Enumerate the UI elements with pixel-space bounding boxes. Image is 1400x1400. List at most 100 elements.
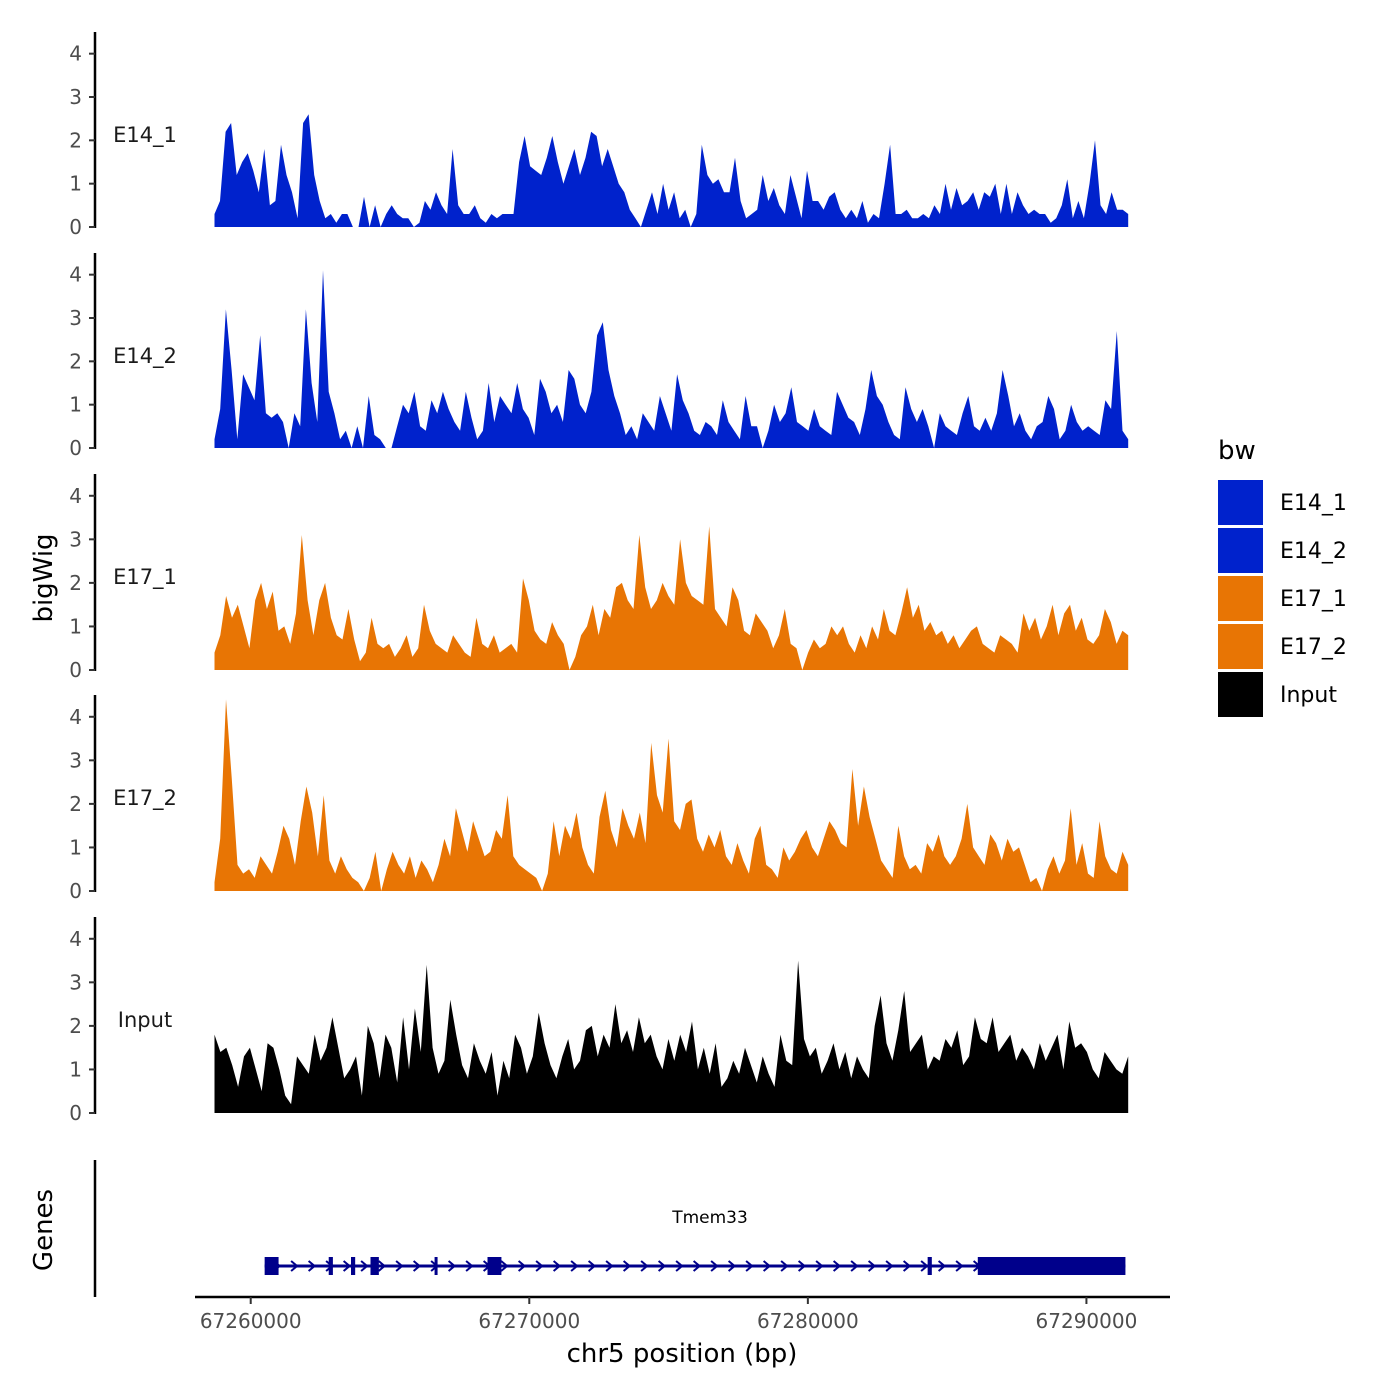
y-tick-label: 0	[69, 215, 82, 239]
gene-exon	[370, 1257, 379, 1275]
y-tick-label: 0	[69, 436, 82, 460]
strand-arrow	[902, 1260, 912, 1272]
strand-arrow	[762, 1260, 772, 1272]
x-tick-label: 67260000	[200, 1309, 302, 1333]
y-tick-label: 2	[69, 128, 82, 152]
y-tick-label: 2	[69, 1014, 82, 1038]
strand-arrow	[447, 1260, 457, 1272]
legend-swatch-E17_2	[1218, 624, 1263, 669]
gene-exon	[351, 1257, 356, 1275]
y-tick-label: 3	[69, 527, 82, 551]
strand-arrow	[675, 1260, 684, 1272]
legend: bw E14_1 E14_2 E17_1 E17_2 Input	[1218, 436, 1347, 717]
signal-area-Input	[214, 960, 1129, 1113]
legend-label-E17_1: E17_1	[1280, 587, 1347, 612]
strand-arrow	[727, 1260, 737, 1272]
track-label: Input	[118, 1008, 172, 1032]
strand-arrow	[535, 1260, 544, 1272]
track-label: E17_1	[113, 565, 177, 590]
track-E14_2: 0 1 2 3 4 E14_2	[69, 253, 1129, 460]
gene-exon	[328, 1257, 333, 1275]
strand-arrow	[517, 1260, 527, 1272]
strand-arrow	[500, 1260, 509, 1272]
y-tick-label: 0	[69, 879, 82, 903]
signal-area-E14_2	[214, 270, 1129, 448]
y-tick-label: 1	[69, 835, 82, 859]
track-E14_1: 0 1 2 3 4 E14_1	[69, 32, 1129, 239]
signal-area-E17_1	[214, 526, 1129, 670]
track-Input: 0 1 2 3 4 Input	[69, 917, 1129, 1125]
strand-arrow	[395, 1260, 404, 1272]
y-tick-label: 2	[69, 349, 82, 373]
y-axis-title: bigWig	[29, 533, 59, 622]
y-tick-label: 1	[69, 1057, 82, 1081]
strand-arrow	[605, 1260, 614, 1272]
gene-name-label: Tmem33	[671, 1208, 748, 1228]
gene-panel: Tmem33	[93, 1160, 1126, 1297]
x-tick-label: 67280000	[757, 1309, 859, 1333]
y-tick-label: 4	[69, 263, 82, 287]
strand-arrow	[745, 1260, 754, 1272]
x-tick-label: 67270000	[478, 1309, 580, 1333]
signal-area-E14_1	[214, 114, 1129, 227]
y-tick-label: 0	[69, 658, 82, 682]
strand-arrow	[342, 1260, 352, 1272]
strand-arrow	[465, 1260, 474, 1272]
strand-arrow	[587, 1260, 597, 1272]
x-axis-title: chr5 position (bp)	[567, 1339, 798, 1369]
bigwig-tracks: 0 1 2 3 4 E14_1 0 1 2 3 4 E14_2 0 1 2 3 4 E17_1 0 1 2 3 4 E17_2…	[69, 32, 1129, 1125]
strand-arrow	[640, 1260, 649, 1272]
y-tick-label: 0	[69, 1101, 82, 1125]
y-tick-label: 4	[69, 484, 82, 508]
x-axis: 67260000 67270000 67280000 67290000	[195, 1295, 1170, 1333]
y-tick-label: 4	[69, 705, 82, 729]
strand-arrow	[780, 1260, 789, 1272]
strand-arrow	[360, 1260, 369, 1272]
y-tick-label: 1	[69, 393, 82, 417]
legend-swatch-E17_1	[1218, 576, 1263, 621]
legend-label-E14_2: E14_2	[1280, 539, 1347, 564]
strand-arrow	[815, 1260, 824, 1272]
gene-exon	[487, 1257, 502, 1275]
track-label: E14_1	[113, 123, 177, 148]
legend-swatch-Input	[1218, 672, 1263, 717]
y-tick-label: 1	[69, 614, 82, 638]
legend-label-E14_1: E14_1	[1280, 491, 1347, 516]
strand-arrow	[850, 1260, 859, 1272]
y-tick-label: 4	[69, 42, 82, 66]
y-tick-label: 3	[69, 306, 82, 330]
strand-arrow	[710, 1260, 719, 1272]
y-tick-label: 1	[69, 172, 82, 196]
strand-arrow	[307, 1260, 317, 1272]
strand-arrow	[797, 1260, 807, 1272]
strand-arrow	[412, 1260, 422, 1272]
strand-arrow	[920, 1260, 929, 1272]
strand-arrow	[377, 1260, 387, 1272]
legend-swatch-E14_1	[1218, 480, 1263, 525]
y-tick-label: 3	[69, 970, 82, 994]
gene-exon	[264, 1257, 279, 1275]
legend-swatch-E14_2	[1218, 528, 1263, 573]
gene-exon	[434, 1257, 438, 1275]
legend-label-E17_2: E17_2	[1280, 635, 1347, 660]
strand-arrow	[290, 1260, 299, 1272]
track-label: E17_2	[113, 786, 177, 811]
strand-arrow	[622, 1260, 632, 1272]
legend-title: bw	[1218, 436, 1256, 466]
y-tick-label: 4	[69, 927, 82, 951]
legend-label-Input: Input	[1280, 683, 1337, 708]
track-E17_2: 0 1 2 3 4 E17_2	[69, 695, 1129, 903]
strand-arrow	[832, 1260, 842, 1272]
gene-exon	[927, 1257, 932, 1275]
y-tick-label: 3	[69, 85, 82, 109]
gene-exon	[977, 1257, 1126, 1275]
x-tick-label: 67290000	[1036, 1309, 1138, 1333]
y-tick-label: 2	[69, 571, 82, 595]
strand-arrow	[867, 1260, 877, 1272]
genes-axis-title: Genes	[29, 1189, 59, 1271]
strand-arrow	[657, 1260, 667, 1272]
strand-arrow	[937, 1260, 947, 1272]
strand-arrow	[955, 1260, 964, 1272]
y-tick-label: 2	[69, 792, 82, 816]
